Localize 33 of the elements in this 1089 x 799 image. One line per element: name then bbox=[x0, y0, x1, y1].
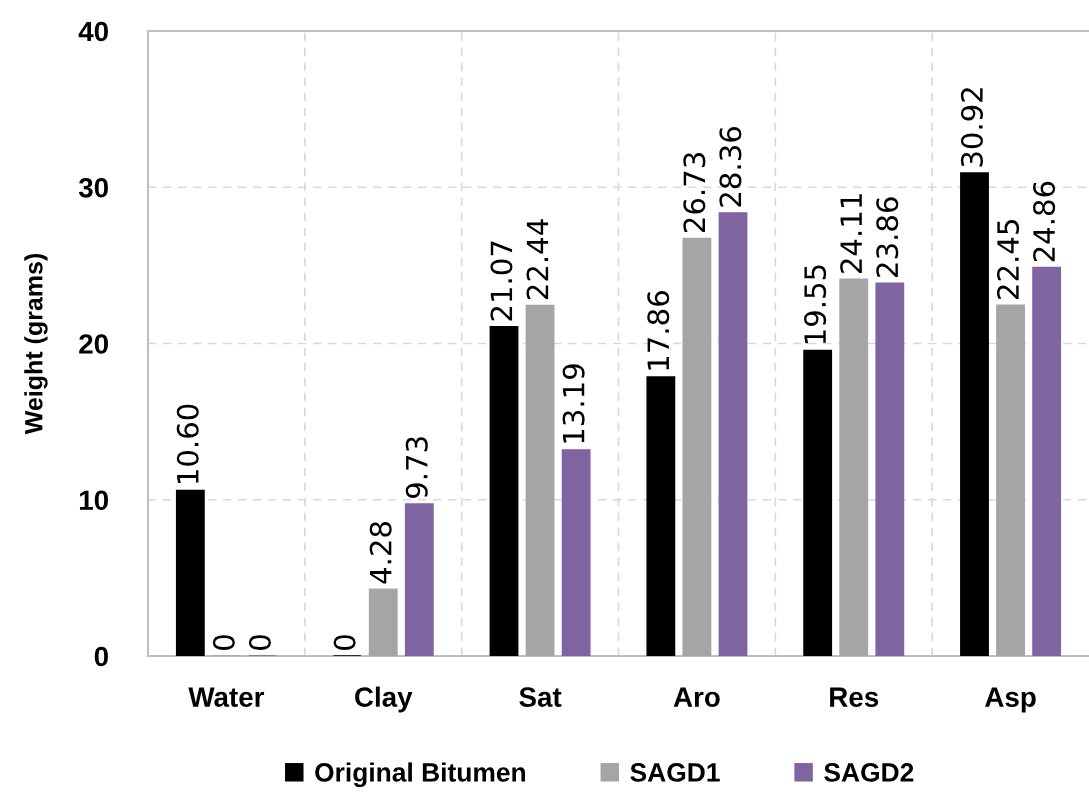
data-label: 22.44 bbox=[526, 219, 549, 300]
data-label: 24.86 bbox=[1033, 181, 1056, 262]
data-label: 13.19 bbox=[562, 364, 585, 443]
y-axis-title: Weight (grams) bbox=[24, 253, 48, 435]
y-tick-label: 40 bbox=[78, 21, 108, 42]
data-label: 9.73 bbox=[405, 437, 428, 498]
data-label: 26.73 bbox=[683, 153, 706, 233]
legend-label: SAGD2 bbox=[824, 763, 914, 782]
data-label: 0 bbox=[248, 635, 271, 650]
data-label: 30.92 bbox=[960, 88, 983, 167]
x-tick-label: Asp bbox=[985, 687, 1036, 713]
data-label: 0 bbox=[333, 635, 356, 650]
data-label: 21.07 bbox=[490, 241, 513, 321]
y-tick-label: 20 bbox=[79, 334, 108, 354]
x-tick-label: Clay bbox=[355, 686, 413, 713]
x-tick-label: Res bbox=[830, 687, 879, 707]
data-label: 4.28 bbox=[369, 522, 392, 584]
data-label: 28.36 bbox=[719, 127, 742, 207]
legend-label: SAGD1 bbox=[630, 763, 720, 782]
data-label: 17.86 bbox=[647, 291, 670, 370]
data-label: 0 bbox=[212, 635, 235, 650]
y-tick-label: 30 bbox=[78, 177, 108, 198]
x-tick-label: Water bbox=[188, 687, 265, 707]
data-label: 19.55 bbox=[804, 265, 827, 344]
y-tick-label: 10 bbox=[79, 490, 108, 511]
data-label: 24.11 bbox=[840, 194, 862, 273]
y-tick-label: 0 bbox=[94, 646, 108, 667]
legend-label: Original Bitumen bbox=[315, 762, 526, 788]
data-label: 23.86 bbox=[876, 197, 899, 277]
x-tick-label: Sat bbox=[519, 687, 562, 707]
x-tick-label: Aro bbox=[673, 687, 720, 707]
data-label: 10.60 bbox=[176, 404, 199, 483]
data-label: 22.45 bbox=[996, 220, 1020, 299]
